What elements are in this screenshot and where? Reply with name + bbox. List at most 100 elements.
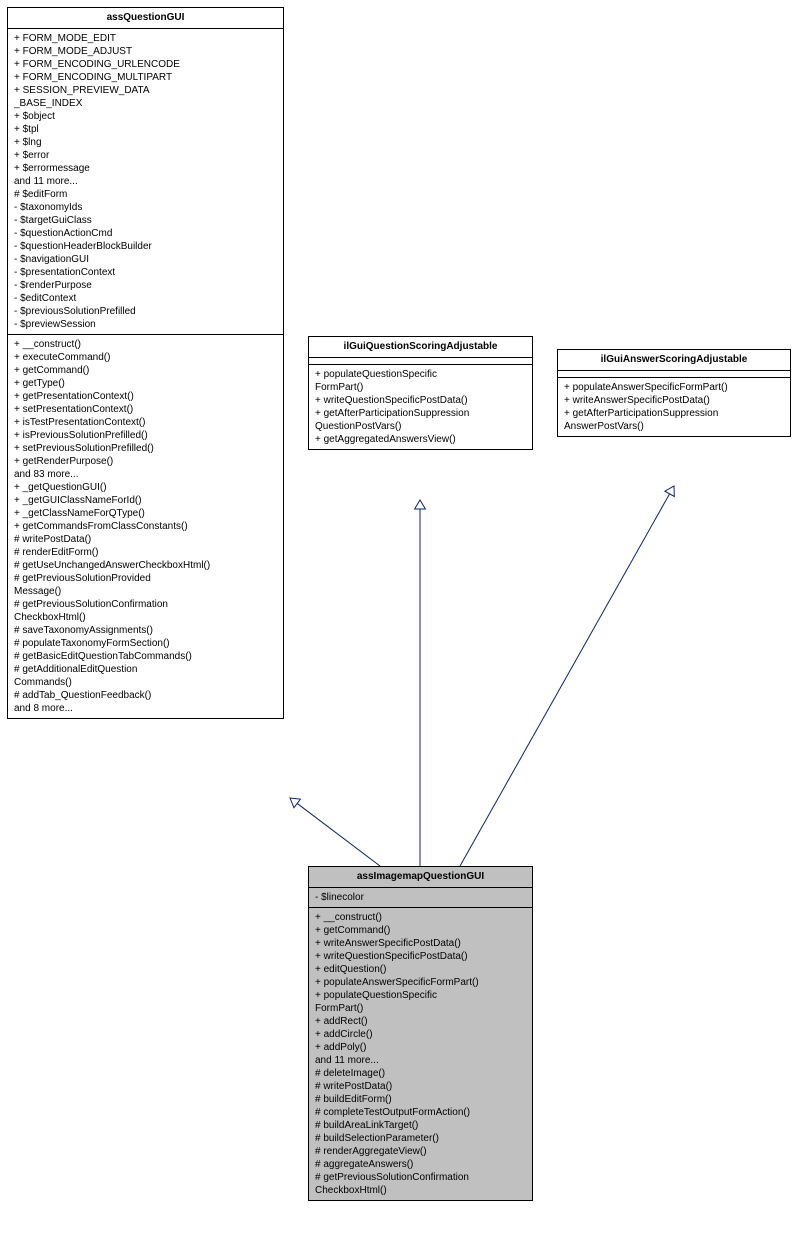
class-title: ilGuiAnswerScoringAdjustable xyxy=(558,350,790,371)
member-line: - $taxonomyIds xyxy=(14,201,277,214)
member-line: - $navigationGUI xyxy=(14,253,277,266)
member-line: # renderAggregateView() xyxy=(315,1145,526,1158)
member-line: - $linecolor xyxy=(315,891,526,904)
member-line: # getBasicEditQuestionTabCommands() xyxy=(14,650,277,663)
member-line: + addCircle() xyxy=(315,1028,526,1041)
member-line: + $object xyxy=(14,110,277,123)
member-line: Commands() xyxy=(14,676,277,689)
member-line: QuestionPostVars() xyxy=(315,420,526,433)
member-line: # aggregateAnswers() xyxy=(315,1158,526,1171)
member-line: - $questionActionCmd xyxy=(14,227,277,240)
member-line: # getAdditionalEditQuestion xyxy=(14,663,277,676)
member-line: _BASE_INDEX xyxy=(14,97,277,110)
member-line: - $presentationContext xyxy=(14,266,277,279)
class-assImagemapQuestionGUI[interactable]: assImagemapQuestionGUI - $linecolor + __… xyxy=(308,866,533,1201)
class-attributes xyxy=(558,371,790,378)
member-line: + populateQuestionSpecific xyxy=(315,989,526,1002)
class-title: assImagemapQuestionGUI xyxy=(309,867,532,888)
member-line: + getRenderPurpose() xyxy=(14,455,277,468)
member-line: - $targetGuiClass xyxy=(14,214,277,227)
member-line: + __construct() xyxy=(14,338,277,351)
member-line: # buildAreaLinkTarget() xyxy=(315,1119,526,1132)
member-line: + populateAnswerSpecificFormPart() xyxy=(564,381,784,394)
member-line: + FORM_MODE_ADJUST xyxy=(14,45,277,58)
member-line: # buildSelectionParameter() xyxy=(315,1132,526,1145)
member-line: + isTestPresentationContext() xyxy=(14,416,277,429)
member-line: + addRect() xyxy=(315,1015,526,1028)
member-line: + isPreviousSolutionPrefilled() xyxy=(14,429,277,442)
member-line: and 11 more... xyxy=(315,1054,526,1067)
class-operations: + __construct()+ getCommand()+ writeAnsw… xyxy=(309,908,532,1200)
uml-canvas: assQuestionGUI + FORM_MODE_EDIT+ FORM_MO… xyxy=(0,0,798,1255)
member-line: + SESSION_PREVIEW_DATA xyxy=(14,84,277,97)
member-line: + FORM_MODE_EDIT xyxy=(14,32,277,45)
class-attributes: + FORM_MODE_EDIT+ FORM_MODE_ADJUST+ FORM… xyxy=(8,29,283,335)
member-line: + getAfterParticipationSuppression xyxy=(564,407,784,420)
member-line: + writeQuestionSpecificPostData() xyxy=(315,950,526,963)
member-line: FormPart() xyxy=(315,381,526,394)
member-line: - $questionHeaderBlockBuilder xyxy=(14,240,277,253)
member-line: # getUseUnchangedAnswerCheckboxHtml() xyxy=(14,559,277,572)
member-line: + setPreviousSolutionPrefilled() xyxy=(14,442,277,455)
member-line: - $renderPurpose xyxy=(14,279,277,292)
member-line: + _getGUIClassNameForId() xyxy=(14,494,277,507)
member-line: and 8 more... xyxy=(14,702,277,715)
member-line: # deleteImage() xyxy=(315,1067,526,1080)
member-line: + setPresentationContext() xyxy=(14,403,277,416)
member-line: - $previousSolutionPrefilled xyxy=(14,305,277,318)
class-title: assQuestionGUI xyxy=(8,8,283,29)
member-line: FormPart() xyxy=(315,1002,526,1015)
member-line: # buildEditForm() xyxy=(315,1093,526,1106)
member-line: + getAggregatedAnswersView() xyxy=(315,433,526,446)
member-line: + $tpl xyxy=(14,123,277,136)
member-line: # $editForm xyxy=(14,188,277,201)
class-title: ilGuiQuestionScoringAdjustable xyxy=(309,337,532,358)
member-line: + populateQuestionSpecific xyxy=(315,368,526,381)
member-line: # getPreviousSolutionConfirmation xyxy=(315,1171,526,1184)
member-line: # getPreviousSolutionProvided xyxy=(14,572,277,585)
class-operations: + __construct()+ executeCommand()+ getCo… xyxy=(8,335,283,718)
member-line: + FORM_ENCODING_URLENCODE xyxy=(14,58,277,71)
member-line: + FORM_ENCODING_MULTIPART xyxy=(14,71,277,84)
member-line: + getCommand() xyxy=(315,924,526,937)
member-line: + getCommandsFromClassConstants() xyxy=(14,520,277,533)
class-attributes xyxy=(309,358,532,365)
class-ilGuiAnswerScoringAdjustable[interactable]: ilGuiAnswerScoringAdjustable + populateA… xyxy=(557,349,791,437)
class-assQuestionGUI[interactable]: assQuestionGUI + FORM_MODE_EDIT+ FORM_MO… xyxy=(7,7,284,719)
member-line: # saveTaxonomyAssignments() xyxy=(14,624,277,637)
member-line: and 11 more... xyxy=(14,175,277,188)
member-line: + writeQuestionSpecificPostData() xyxy=(315,394,526,407)
member-line: + executeCommand() xyxy=(14,351,277,364)
member-line: + writeAnswerSpecificPostData() xyxy=(315,937,526,950)
member-line: + populateAnswerSpecificFormPart() xyxy=(315,976,526,989)
member-line: and 83 more... xyxy=(14,468,277,481)
member-line: Message() xyxy=(14,585,277,598)
member-line: + getPresentationContext() xyxy=(14,390,277,403)
member-line: # writePostData() xyxy=(14,533,277,546)
class-attributes: - $linecolor xyxy=(309,888,532,908)
member-line: - $previewSession xyxy=(14,318,277,331)
member-line: + $lng xyxy=(14,136,277,149)
member-line: + getCommand() xyxy=(14,364,277,377)
member-line: # completeTestOutputFormAction() xyxy=(315,1106,526,1119)
class-operations: + populateQuestionSpecificFormPart()+ wr… xyxy=(309,365,532,449)
member-line: # populateTaxonomyFormSection() xyxy=(14,637,277,650)
member-line: AnswerPostVars() xyxy=(564,420,784,433)
class-operations: + populateAnswerSpecificFormPart()+ writ… xyxy=(558,378,790,436)
member-line: CheckboxHtml() xyxy=(14,611,277,624)
member-line: + $error xyxy=(14,149,277,162)
member-line: + getAfterParticipationSuppression xyxy=(315,407,526,420)
member-line: + $errormessage xyxy=(14,162,277,175)
member-line: + _getQuestionGUI() xyxy=(14,481,277,494)
class-ilGuiQuestionScoringAdjustable[interactable]: ilGuiQuestionScoringAdjustable + populat… xyxy=(308,336,533,450)
member-line: + getType() xyxy=(14,377,277,390)
member-line: + editQuestion() xyxy=(315,963,526,976)
member-line: - $editContext xyxy=(14,292,277,305)
member-line: + __construct() xyxy=(315,911,526,924)
member-line: CheckboxHtml() xyxy=(315,1184,526,1197)
member-line: # getPreviousSolutionConfirmation xyxy=(14,598,277,611)
member-line: # addTab_QuestionFeedback() xyxy=(14,689,277,702)
member-line: # writePostData() xyxy=(315,1080,526,1093)
member-line: + addPoly() xyxy=(315,1041,526,1054)
member-line: # renderEditForm() xyxy=(14,546,277,559)
